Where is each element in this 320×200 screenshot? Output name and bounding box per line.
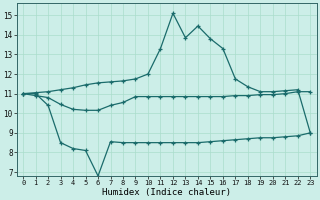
X-axis label: Humidex (Indice chaleur): Humidex (Indice chaleur) — [102, 188, 231, 197]
